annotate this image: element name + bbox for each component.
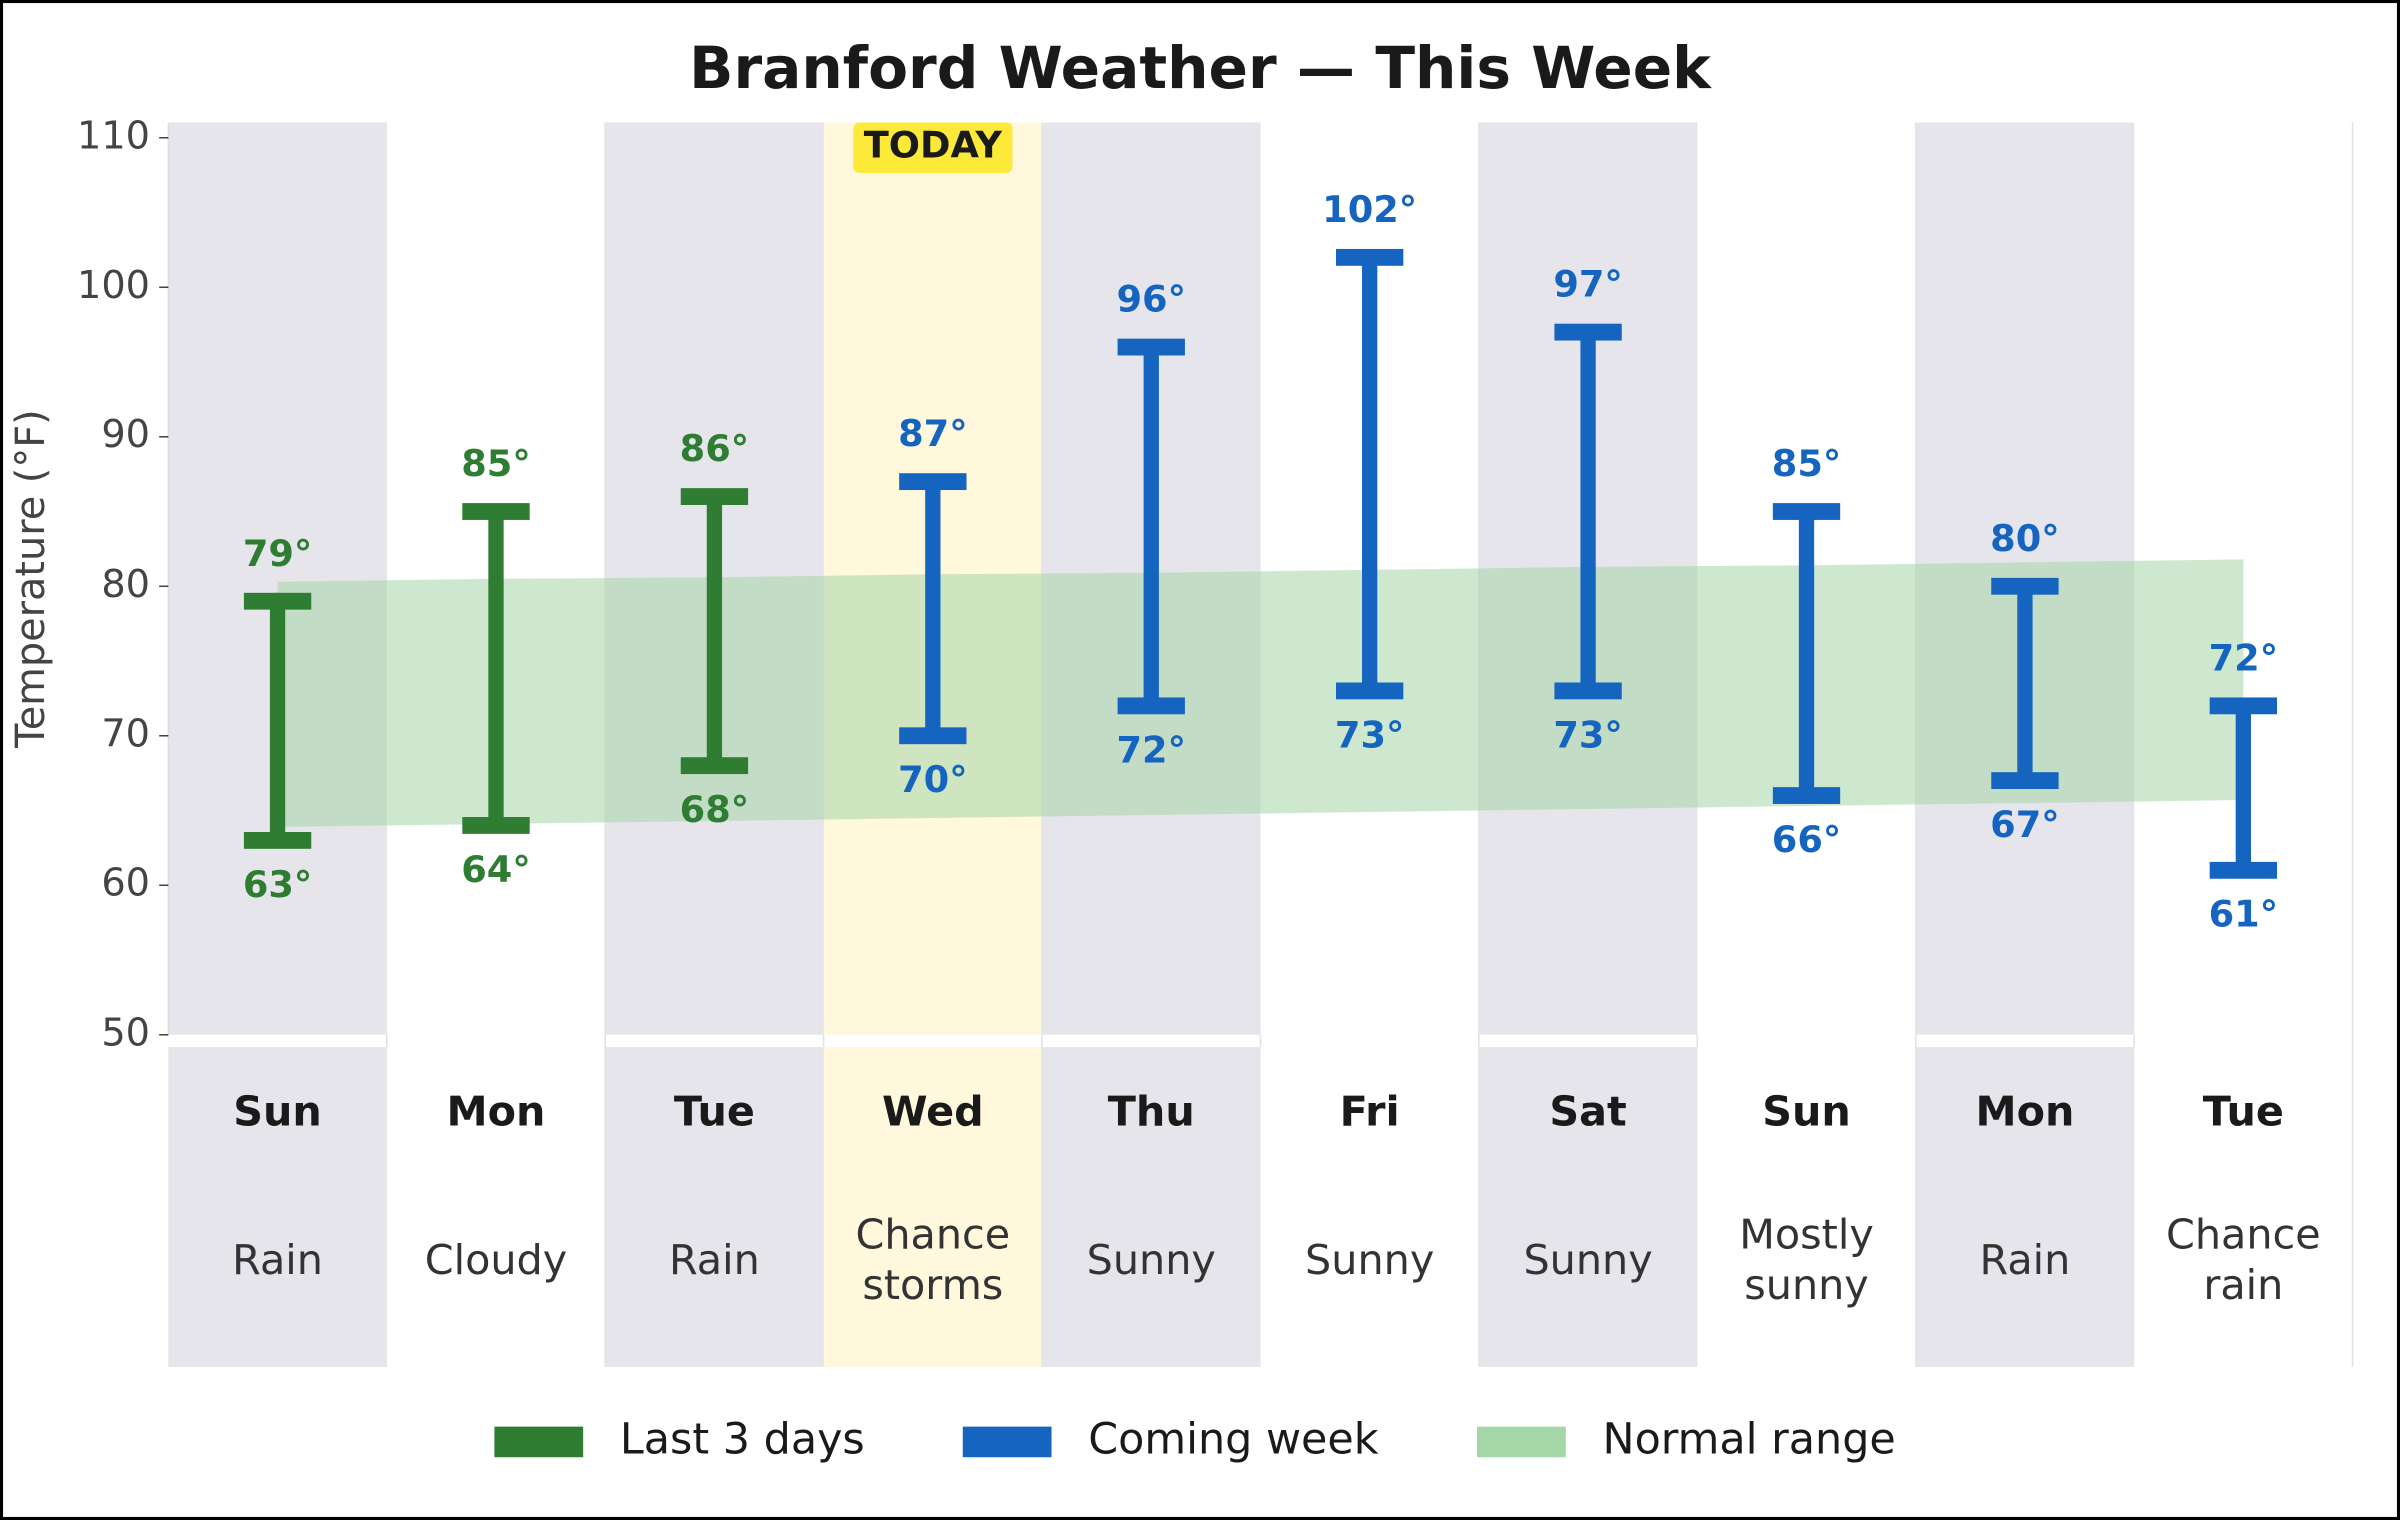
y-axis-label: Temperature (°F) bbox=[8, 409, 54, 748]
legend-swatch bbox=[494, 1426, 584, 1458]
low-cap bbox=[1335, 682, 1404, 700]
condition: Cloudy bbox=[425, 1236, 567, 1284]
condition: Rain bbox=[1980, 1236, 2071, 1284]
column-bg bbox=[605, 1047, 824, 1367]
high-cap bbox=[899, 473, 967, 491]
condition: rain bbox=[2203, 1261, 2283, 1309]
legend-label: Last 3 days bbox=[620, 1414, 865, 1464]
legend-swatch bbox=[962, 1426, 1052, 1458]
high-cap bbox=[243, 592, 312, 610]
high-label: 87° bbox=[898, 412, 967, 455]
column-bg bbox=[386, 1047, 606, 1367]
day-name: Mon bbox=[1975, 1087, 2074, 1135]
low-label: 63° bbox=[243, 863, 312, 906]
column-bg bbox=[1478, 1047, 1698, 1367]
low-label: 70° bbox=[898, 758, 967, 801]
high-cap bbox=[680, 488, 749, 505]
low-label: 67° bbox=[1990, 803, 2059, 846]
high-cap bbox=[1772, 503, 1841, 520]
condition: sunny bbox=[1744, 1261, 1869, 1309]
high-cap bbox=[1117, 338, 1185, 356]
column-bg bbox=[1042, 1047, 1261, 1367]
day-name: Thu bbox=[1108, 1087, 1195, 1135]
low-cap bbox=[243, 831, 312, 849]
high-label: 79° bbox=[243, 532, 312, 575]
high-label: 72° bbox=[2209, 636, 2278, 679]
low-cap bbox=[462, 817, 530, 834]
condition: Sunny bbox=[1523, 1236, 1652, 1284]
column-bg bbox=[823, 1047, 1043, 1367]
high-label: 86° bbox=[680, 427, 749, 470]
condition: storms bbox=[862, 1261, 1003, 1309]
low-label: 66° bbox=[1772, 818, 1841, 861]
high-label: 85° bbox=[1772, 442, 1841, 485]
low-label: 68° bbox=[680, 788, 749, 831]
day-name: Wed bbox=[882, 1087, 984, 1135]
high-label: 97° bbox=[1553, 263, 1622, 306]
condition: Sunny bbox=[1305, 1236, 1434, 1284]
legend-swatch bbox=[1477, 1426, 1566, 1458]
column-bg bbox=[1697, 1047, 1916, 1367]
day-name: Fri bbox=[1340, 1087, 1400, 1135]
low-label: 64° bbox=[461, 848, 530, 891]
low-label: 72° bbox=[1117, 728, 1186, 771]
low-cap bbox=[899, 727, 967, 745]
low-cap bbox=[1991, 772, 2059, 790]
low-label: 61° bbox=[2209, 893, 2278, 936]
day-name: Sun bbox=[1762, 1087, 1851, 1135]
y-tick-label: 100 bbox=[77, 263, 150, 308]
day-name: Tue bbox=[2203, 1087, 2284, 1135]
column-bg bbox=[168, 122, 387, 1035]
high-cap bbox=[2209, 697, 2278, 715]
high-label: 80° bbox=[1990, 517, 2059, 560]
low-cap bbox=[1117, 697, 1185, 715]
condition: Rain bbox=[232, 1236, 323, 1284]
condition: Chance bbox=[2166, 1211, 2321, 1259]
day-name: Tue bbox=[674, 1087, 755, 1135]
legend-label: Normal range bbox=[1603, 1414, 1896, 1464]
day-name: Sun bbox=[233, 1087, 322, 1135]
chart-title: Branford Weather — This Week bbox=[689, 34, 1712, 102]
normal-range bbox=[277, 559, 2244, 827]
column-bg bbox=[1260, 1047, 1479, 1367]
y-tick-label: 80 bbox=[101, 562, 150, 607]
today-label: TODAY bbox=[864, 123, 1003, 166]
y-tick-label: 50 bbox=[101, 1010, 150, 1055]
legend-label: Coming week bbox=[1088, 1414, 1378, 1464]
high-cap bbox=[1991, 577, 2059, 595]
low-label: 73° bbox=[1335, 713, 1404, 756]
low-label: 73° bbox=[1553, 713, 1622, 756]
day-name: Sat bbox=[1549, 1087, 1626, 1135]
y-tick-label: 110 bbox=[77, 113, 150, 158]
condition: Sunny bbox=[1087, 1236, 1216, 1284]
column-bg bbox=[168, 1047, 387, 1367]
low-cap bbox=[1554, 682, 1622, 700]
condition: Rain bbox=[669, 1236, 760, 1284]
high-cap bbox=[462, 503, 530, 520]
high-cap bbox=[1335, 248, 1404, 266]
low-cap bbox=[680, 757, 749, 775]
low-cap bbox=[2209, 861, 2278, 879]
column-bg bbox=[2134, 1047, 2353, 1367]
high-cap bbox=[1554, 323, 1622, 341]
high-label: 102° bbox=[1322, 188, 1417, 231]
high-label: 85° bbox=[461, 442, 530, 485]
high-label: 96° bbox=[1117, 278, 1186, 321]
y-tick-label: 70 bbox=[101, 711, 150, 756]
day-name: Mon bbox=[447, 1087, 546, 1135]
low-cap bbox=[1772, 787, 1841, 804]
y-tick-label: 90 bbox=[101, 412, 150, 457]
condition: Chance bbox=[855, 1211, 1010, 1259]
today-badge bbox=[853, 122, 1013, 173]
y-tick-label: 60 bbox=[101, 861, 150, 906]
column-bg bbox=[1915, 1047, 2135, 1367]
condition: Mostly bbox=[1739, 1211, 1874, 1259]
